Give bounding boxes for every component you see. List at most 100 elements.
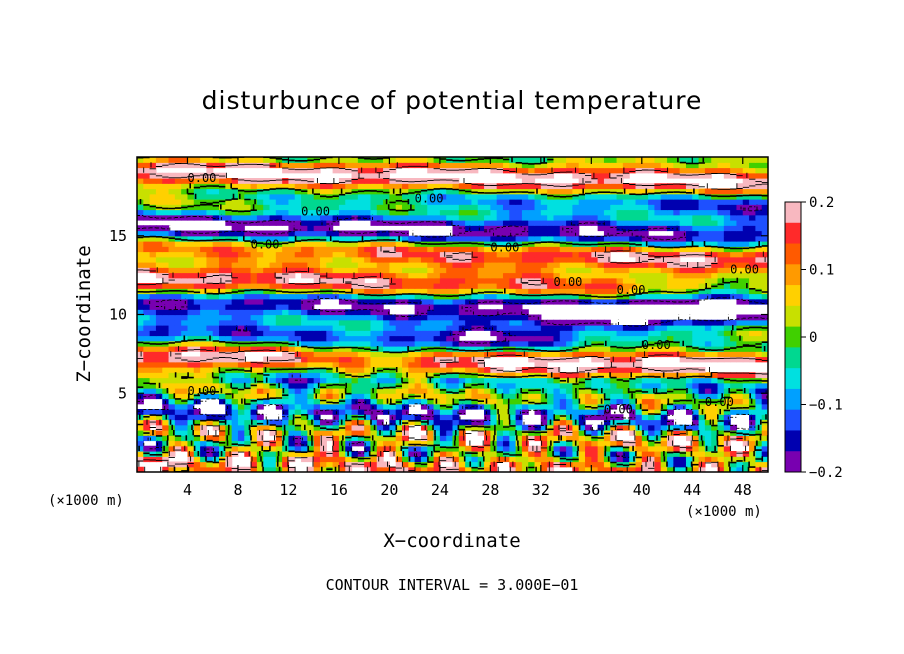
heatmap-cell — [534, 456, 542, 463]
heatmap-cell — [269, 267, 277, 274]
heatmap-cell — [484, 262, 491, 268]
heatmap-cell — [667, 456, 674, 463]
heatmap-cell — [698, 445, 706, 452]
heatmap-cell — [502, 440, 510, 447]
heatmap-cell — [704, 330, 712, 337]
heatmap-cell — [389, 262, 397, 268]
heatmap-cell — [439, 451, 447, 457]
heatmap-cell — [484, 325, 491, 331]
heatmap-cell — [420, 367, 428, 373]
heatmap-cell — [597, 220, 605, 226]
heatmap-cell — [376, 314, 384, 321]
heatmap-cell — [389, 325, 397, 331]
heatmap-cell — [231, 314, 239, 321]
heatmap-cell — [263, 214, 271, 221]
heatmap-cell — [465, 298, 473, 305]
heatmap-cell — [200, 445, 208, 452]
heatmap-cell — [219, 445, 226, 452]
heatmap-cell — [389, 388, 397, 394]
heatmap-cell — [307, 267, 315, 274]
heatmap-cell — [351, 183, 359, 190]
heatmap-cell — [578, 325, 586, 331]
heatmap-cell — [149, 283, 157, 289]
heatmap-cell — [332, 377, 340, 384]
heatmap-cell — [402, 367, 409, 373]
heatmap-cell — [307, 388, 315, 394]
heatmap-cell — [717, 251, 725, 258]
heatmap-cell — [755, 283, 763, 289]
heatmap-cell — [263, 330, 271, 337]
heatmap-cell — [572, 188, 580, 195]
heatmap-cell — [193, 456, 201, 463]
heatmap-cell — [578, 293, 586, 300]
heatmap-cell — [667, 225, 674, 232]
heatmap-cell — [256, 230, 264, 237]
heatmap-cell — [502, 277, 510, 284]
heatmap-cell — [174, 330, 182, 337]
heatmap-cell — [622, 283, 630, 289]
heatmap-cell — [244, 377, 252, 384]
heatmap-cell — [446, 188, 454, 195]
heatmap-cell — [471, 193, 479, 200]
heatmap-cell — [515, 314, 523, 321]
heatmap-cell — [484, 403, 491, 410]
heatmap-cell — [212, 451, 220, 457]
heatmap-cell — [269, 356, 277, 363]
heatmap-cell — [711, 288, 719, 295]
heatmap-cell — [332, 445, 340, 452]
heatmap-cell — [282, 183, 290, 190]
heatmap-cell — [357, 424, 365, 431]
heatmap-cell — [395, 262, 403, 268]
heatmap-cell — [301, 193, 308, 200]
heatmap-cell — [446, 262, 454, 268]
heatmap-cell — [357, 403, 365, 410]
heatmap-cell — [502, 309, 510, 316]
heatmap-cell — [414, 466, 422, 472]
heatmap-cell — [338, 256, 346, 263]
heatmap-cell — [547, 466, 555, 472]
heatmap-cell — [484, 398, 491, 405]
heatmap-cell — [603, 461, 611, 468]
heatmap-cell — [559, 277, 567, 284]
heatmap-cell — [477, 293, 485, 300]
heatmap-cell — [174, 382, 182, 389]
heatmap-cell — [244, 346, 252, 352]
heatmap-cell — [301, 267, 308, 274]
heatmap-cell — [137, 409, 144, 415]
heatmap-cell — [490, 330, 498, 337]
heatmap-cell — [219, 262, 226, 268]
heatmap-cell — [597, 445, 605, 452]
heatmap-cell — [496, 183, 504, 190]
heatmap-cell — [446, 288, 454, 295]
heatmap-cell — [692, 409, 700, 415]
heatmap-cell — [717, 204, 725, 211]
heatmap-cell — [345, 466, 353, 472]
heatmap-cell — [667, 346, 674, 352]
heatmap-cell — [162, 424, 170, 431]
heatmap-cell — [509, 183, 517, 190]
heatmap-cell — [433, 272, 441, 279]
heatmap-cell — [313, 272, 321, 279]
heatmap-cell — [547, 319, 555, 326]
heatmap-cell — [250, 330, 258, 337]
heatmap-cell — [566, 256, 573, 263]
heatmap-cell — [692, 283, 700, 289]
heatmap-cell — [370, 262, 378, 268]
heatmap-cell — [137, 246, 144, 253]
heatmap-cell — [578, 409, 586, 415]
heatmap-cell — [717, 403, 725, 410]
heatmap-cell — [742, 220, 750, 226]
heatmap-cell — [250, 461, 258, 468]
heatmap-cell — [162, 403, 170, 410]
heatmap-cell — [717, 466, 725, 472]
heatmap-cell — [446, 235, 454, 242]
heatmap-cell — [212, 382, 220, 389]
heatmap-cell — [376, 451, 384, 457]
heatmap-cell — [414, 335, 422, 342]
heatmap-cell — [307, 435, 315, 442]
heatmap-cell — [685, 209, 693, 216]
heatmap-cell — [471, 461, 479, 468]
heatmap-cell — [458, 346, 466, 352]
heatmap-cell — [275, 456, 283, 463]
heatmap-cell — [736, 288, 744, 295]
